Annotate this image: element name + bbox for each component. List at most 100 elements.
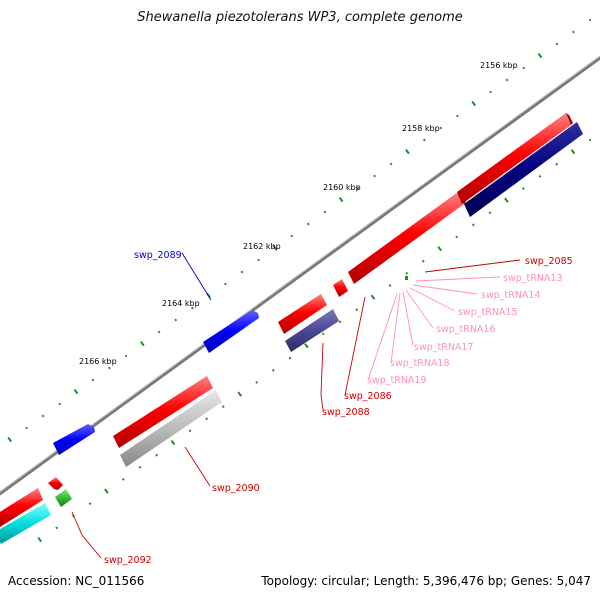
outer-tick-mark <box>140 340 145 347</box>
outer-tick-mark <box>389 162 393 166</box>
label-swp-trna18: swp_tRNA18 <box>390 358 450 369</box>
outer-tick-mark <box>422 138 426 142</box>
outer-tick-mark <box>108 366 111 370</box>
inner-tick-mark <box>504 197 509 203</box>
label-swp-trna16: swp_tRNA16 <box>436 324 496 335</box>
kbp-label-2166: 2166 kbp <box>79 357 117 366</box>
outer-tick-mark <box>373 174 376 178</box>
outer-tick-mark <box>157 330 161 334</box>
inner-tick-mark <box>588 138 592 142</box>
inner-tick-mark <box>121 478 125 481</box>
gene-red-upper-forward[interactable] <box>457 113 573 204</box>
inner-tick-mark <box>370 294 376 300</box>
outer-tick-mark <box>58 402 62 406</box>
kbp-label-2158: 2158 kbp <box>402 124 440 133</box>
outer-tick-mark <box>489 90 492 94</box>
inner-tick-mark <box>221 405 225 409</box>
gene-red-small-forward[interactable] <box>278 294 327 334</box>
inner-tick-mark <box>188 429 192 433</box>
outer-tick-mark <box>323 210 327 214</box>
label-swp-2090: swp_2090 <box>212 483 260 494</box>
gene-cyan-reverse[interactable] <box>0 503 51 544</box>
outer-tick-mark <box>522 66 526 70</box>
inner-tick-mark <box>355 308 359 312</box>
outer-tick-mark <box>588 18 592 22</box>
inner-tick-mark <box>271 368 275 372</box>
inner-tick-ring <box>37 138 592 543</box>
outer-tick-mark <box>537 52 543 59</box>
label-swp-2092: swp_2092 <box>104 555 152 566</box>
outer-tick-mark <box>290 234 294 238</box>
outer-tick-mark <box>439 126 443 130</box>
gene-red-left-forward[interactable] <box>0 488 43 527</box>
outer-tick-mark <box>272 244 278 251</box>
inner-tick-mark <box>388 284 392 287</box>
outer-tick-mark <box>505 78 509 82</box>
outer-tick-mark <box>190 306 194 310</box>
outer-tick-mark <box>471 100 476 107</box>
inner-tick-mark <box>155 453 159 457</box>
label-swp-2089: swp_2089 <box>134 250 182 261</box>
outer-tick-mark <box>73 388 79 395</box>
trna-mark <box>405 276 408 280</box>
inner-tick-mark <box>521 187 525 190</box>
gene-swp-2092[interactable] <box>48 477 63 490</box>
inner-tick-mark <box>237 391 242 397</box>
outer-tick-mark <box>456 114 459 118</box>
outer-tick-mark <box>124 354 128 358</box>
gene-swp-2085[interactable] <box>348 192 466 284</box>
label-swp-2086: swp_2086 <box>344 391 392 402</box>
inner-tick-mark <box>471 223 475 227</box>
outer-tick-mark <box>240 270 244 274</box>
leader-lines <box>71 252 521 559</box>
gene-slate-reverse[interactable] <box>285 309 339 352</box>
outer-tick-mark <box>7 436 12 443</box>
gene-swp-2089[interactable] <box>203 310 259 353</box>
outer-tick-mark <box>338 196 344 203</box>
outer-tick-mark <box>224 282 227 286</box>
gene-green-small[interactable] <box>55 489 72 507</box>
inner-tick-mark <box>555 162 559 166</box>
inner-tick-mark <box>421 259 425 263</box>
gene-swp-2086[interactable] <box>333 279 348 297</box>
gene-gray-reverse[interactable] <box>120 390 222 467</box>
label-swp-trna14: swp_tRNA14 <box>481 290 541 301</box>
outer-tick-mark <box>306 222 310 226</box>
outer-tick-mark <box>174 318 178 322</box>
inner-tick-mark <box>304 343 309 349</box>
outer-tick-ring <box>7 18 592 443</box>
label-swp-2088: swp_2088 <box>322 407 370 418</box>
label-swp-trna17: swp_tRNA17 <box>414 342 474 353</box>
inner-tick-mark <box>255 381 259 384</box>
inner-tick-mark <box>205 417 209 421</box>
accession-text: Accession: NC_011566 <box>8 574 145 588</box>
outer-tick-mark <box>257 258 260 262</box>
gene-blue-left[interactable] <box>53 424 95 455</box>
inner-tick-mark <box>88 502 92 505</box>
gene-swp-2090[interactable] <box>113 376 213 448</box>
inner-tick-mark <box>455 235 459 239</box>
label-swp-trna19: swp_tRNA19 <box>367 375 427 386</box>
inner-tick-mark <box>488 211 492 215</box>
kbp-label-2160: 2160 kbp <box>323 183 361 192</box>
inner-tick-mark <box>104 488 109 494</box>
outer-tick-mark <box>356 186 360 190</box>
outer-tick-mark <box>41 414 45 418</box>
inner-tick-mark <box>405 271 409 275</box>
outer-tick-mark <box>91 378 95 382</box>
inner-tick-mark <box>570 149 576 155</box>
outer-tick-mark <box>572 30 575 34</box>
kbp-label-2156: 2156 kbp <box>480 61 518 70</box>
inner-tick-mark <box>538 175 542 178</box>
outer-tick-mark <box>405 148 410 155</box>
outer-tick-mark <box>555 42 559 46</box>
inner-tick-mark <box>37 536 42 543</box>
gene-navy-reverse[interactable] <box>464 122 583 217</box>
inner-tick-mark <box>288 356 292 360</box>
kbp-label-2162: 2162 kbp <box>243 242 281 251</box>
inner-tick-mark <box>321 332 325 336</box>
inner-tick-mark <box>55 526 59 530</box>
inner-tick-mark <box>437 246 442 252</box>
inner-tick-mark <box>170 439 176 446</box>
